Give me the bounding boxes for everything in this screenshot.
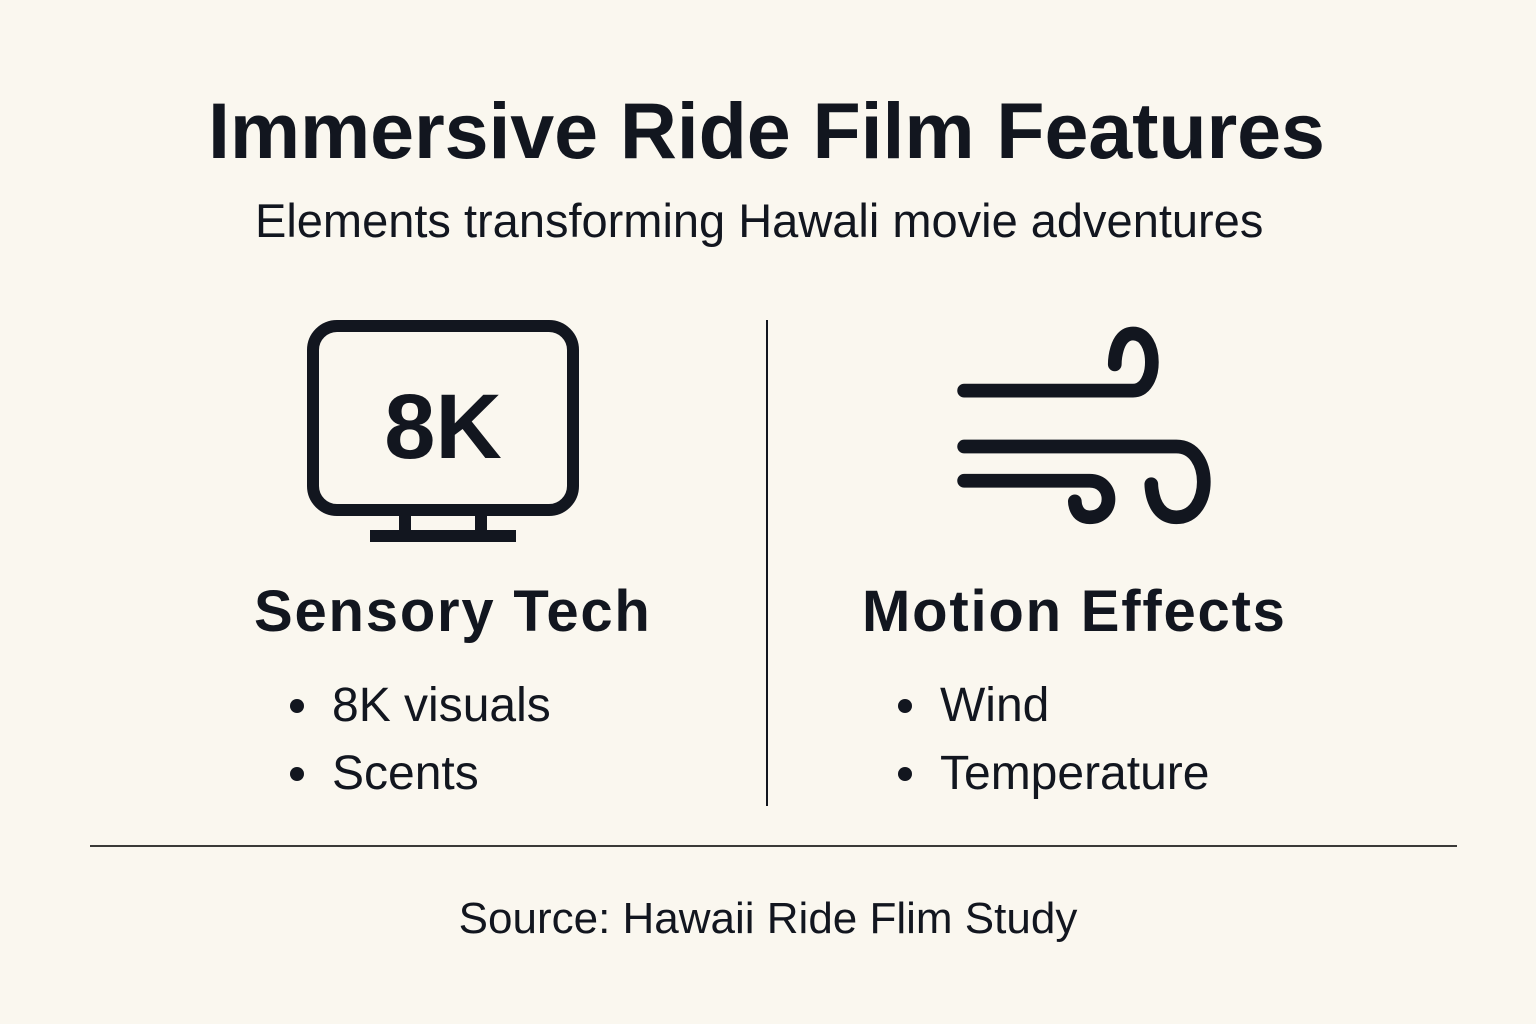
svg-text:8K: 8K (384, 376, 502, 478)
